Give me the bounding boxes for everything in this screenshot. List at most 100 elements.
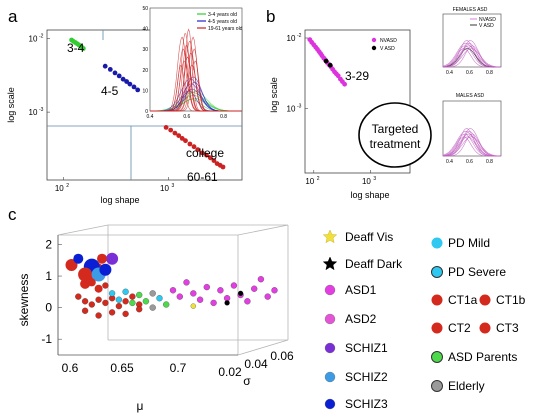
panel-c-points [65,252,278,319]
legend-marker-13 [431,351,443,363]
inset-females-title: FEMALES ASD [453,7,488,13]
panel-a-inset-curves [149,28,242,112]
panel-c-point-26 [122,310,129,318]
legend-label-9: CT1a [448,293,478,307]
panel-c-point-12 [102,282,109,289]
panel-a-annotation-3-4: 3-4 [67,41,85,55]
panel-c-point-38 [169,287,177,294]
panel-b-point-s1-0 [323,58,329,64]
panel-c-point-27 [136,306,143,313]
legend-marker-5 [324,371,336,383]
panel-c-ytick-3: 2 [45,237,52,251]
panel-b-ytick-exp-0: -2 [297,33,302,39]
panel-c-point-15 [88,301,95,308]
legend-marker-11 [431,322,443,334]
panel-c-ztick-1: 0.04 [244,357,268,371]
panel-a-inset-frame [149,7,243,112]
panel-a-ytick-label-1: 10 [29,108,38,117]
panel-c-point-6 [106,252,119,265]
panel-c-point-28 [108,290,116,297]
panel-c-point-33 [142,298,150,305]
panel-a-point-s1-7 [131,84,137,90]
panel-c-ytick-0: -1 [41,332,52,346]
callout-line-1: Targeted [372,122,419,136]
panel-a-point-s2-2 [172,130,178,136]
legend-label-5: SCHIZ2 [345,370,388,384]
panel-b-ytick-label-1: 10 [287,104,296,113]
panel-a-point-s1-2 [112,70,118,76]
inset-males-frame [442,100,502,157]
panel-c-point-40 [183,279,190,286]
panel-c-point-14 [81,298,89,305]
panel-c-point-44 [210,299,217,307]
panel-letter-a: a [8,7,18,26]
panel-a-inset-ticks: 0.4 0.6 0.8 0 10 20 30 40 50 [142,6,227,120]
panel-a-annotation-4-5: 4-5 [101,84,119,98]
panel-a-point-s2-0 [163,125,169,130]
legend-label-3: ASD2 [345,312,377,326]
panel-c-point-19 [115,302,123,310]
inset-xtick-0: 0.4 [147,114,154,120]
panel-b-inset-females: FEMALES ASD NVASD V ASD 0.4 0.6 0.8 [442,7,502,76]
panel-a-xtick-label-1: 10 [160,184,169,193]
legend-marker-6 [324,398,336,410]
panel-b-xtick-label-1: 10 [362,177,371,186]
inset-xtick-2: 0.8 [220,114,227,120]
legend-marker-0 [322,229,338,244]
panel-c-point-30 [122,288,129,295]
panel-c-point-8 [97,253,107,264]
panel-c-point-24 [95,312,102,319]
panel-a-point-s1-0 [102,63,108,69]
panel-c-xtick-2: 0.7 [170,361,187,375]
panel-b-x-ticks: 10 2 10 3 [305,170,376,186]
b-inset1-curve-8 [442,48,500,68]
panel-c-point-47 [230,282,238,289]
panel-a-annotation-college: college [186,146,224,160]
inset-females-curves [442,40,500,68]
panel-a-ytick-exp-0: -2 [39,33,44,39]
panel-c-point-56 [190,303,196,309]
panel-c-ytick-1: 0 [45,301,52,315]
panel-b-chart: 10 2 10 3 10-210-3 log shape log scale 3-29… [269,7,502,200]
legend-label-14: Elderly [448,379,485,393]
panel-a-point-s0-7 [80,46,86,51]
panel-letter-c: c [8,205,17,224]
panel-b-points [307,37,347,87]
panel-a-xtick-exp-1: 3 [171,183,174,189]
legend-label-13: ASD Parents [448,350,517,364]
panel-a-point-s2-3 [176,133,182,139]
panel-c-point-17 [102,299,109,307]
panel-a-point-s2-9 [200,150,205,156]
panel-c-point-29 [115,296,123,303]
panel-c-ytick-2: 1 [45,269,52,283]
panel-a-point-s1-6 [127,81,133,87]
panel-c-point-2 [78,267,93,282]
panel-b-xlabel: log shape [350,190,389,200]
panel-c-point-42 [196,296,204,303]
legend-label-8: PD Severe [448,265,506,279]
panel-c-point-10 [87,278,96,287]
legend-marker-9 [431,294,443,306]
legend-label-11: CT2 [448,321,471,335]
legend-label-10: CT1b [496,293,526,307]
b-inset1-curve-9 [443,45,500,68]
panel-c-point-36 [156,295,163,302]
callout-line-2: treatment [370,137,421,151]
inset-ytick-3: 30 [142,47,148,53]
legend-label-7: PD Mild [448,236,490,250]
inset-males-curves [442,128,500,157]
panel-a-points [69,37,226,170]
panel-a-point-s2-15 [220,164,226,170]
panel-c-point-11 [94,284,103,293]
panel-b-annotation-3-29: 3-29 [345,69,369,83]
panel-c-point-35 [149,304,156,311]
panel-b-legend-nvasd: NVASD [380,38,397,44]
panel-a-ylabel: log scale [6,87,16,123]
inset-xtick-1: 0.6 [183,114,190,120]
panel-c-point-50 [251,285,258,292]
legend-marker-1 [322,256,338,271]
panel-c-point-5 [99,263,112,276]
panel-a-xtick-exp-0: 2 [66,183,69,189]
inset-ytick-4: 40 [142,27,148,33]
